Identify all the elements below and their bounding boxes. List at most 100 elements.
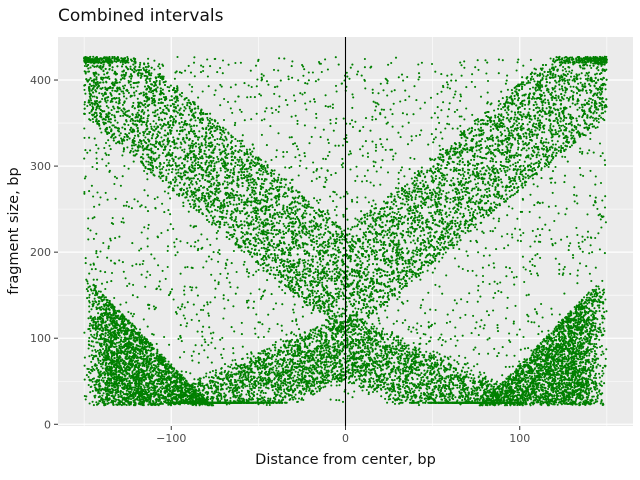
data-point [516,139,519,142]
data-point [142,134,145,137]
data-point [425,192,429,195]
data-point [127,79,130,82]
data-point [356,283,359,286]
data-point [410,256,413,259]
data-point [372,213,375,216]
data-point [473,178,476,181]
data-point [181,126,184,129]
data-point [300,295,304,298]
data-point [331,221,334,224]
data-point [319,279,322,282]
data-point [321,236,324,239]
data-point [387,236,390,240]
data-point [240,201,243,204]
data-point [151,111,155,114]
data-point [219,136,223,139]
data-point [494,203,498,206]
data-point [373,212,376,215]
data-point [420,261,423,264]
data-point [510,110,513,113]
data-point [232,167,235,170]
data-point [146,133,149,136]
data-point [509,146,512,149]
data-point [351,274,354,277]
data-point [230,210,233,213]
data-point [424,221,427,224]
data-point [292,217,295,220]
data-point [513,116,516,119]
data-point [283,225,286,228]
data-point [281,208,284,211]
data-point [590,66,593,70]
data-point [295,270,298,274]
data-point [443,235,447,238]
data-point [337,287,340,290]
data-point [173,181,176,184]
data-point [447,191,450,194]
data-point [142,116,145,120]
data-point [449,201,452,204]
data-point [326,279,329,282]
data-point [240,227,243,230]
data-point [361,283,364,286]
data-point [227,223,230,226]
data-point [459,226,462,230]
data-point [132,86,135,89]
data-point [343,229,346,232]
data-point [438,202,441,205]
data-point [228,182,231,185]
data-point [391,211,394,214]
data-point [139,61,142,64]
data-point [150,72,153,75]
data-point [218,187,221,190]
data-point [579,124,582,127]
data-point [459,173,462,176]
data-point [154,137,157,140]
data-point [409,226,412,229]
data-point [213,124,216,127]
data-point [168,139,171,142]
data-point [604,88,607,91]
data-point [579,81,582,84]
data-point [430,215,433,218]
data-point [130,77,133,80]
data-point [176,99,180,102]
data-point [571,69,574,72]
data-point [585,91,588,95]
data-point [482,216,486,219]
data-point [216,137,219,141]
data-point [496,147,499,150]
data-point [252,164,255,167]
data-point [499,119,503,122]
data-point [399,253,402,256]
data-point [400,287,403,290]
data-point [92,55,95,58]
data-point [358,276,361,279]
data-point [151,102,154,105]
data-point [600,112,603,115]
data-point [591,123,594,126]
data-point [118,81,121,84]
data-point [246,176,249,179]
data-point [258,215,261,219]
data-point [427,232,430,235]
data-point [565,70,568,73]
data-point [254,157,257,160]
data-point [360,311,363,314]
data-point [497,140,500,143]
data-point [512,136,515,139]
data-point [567,113,570,116]
data-point [369,223,372,226]
data-point [480,138,484,141]
data-point [259,264,262,267]
data-point [414,196,417,199]
data-point [97,73,100,76]
data-point [410,177,413,180]
data-point [543,94,546,97]
data-point [414,198,417,201]
data-point [560,124,563,127]
data-point [114,89,117,92]
data-point [219,159,222,162]
data-point [433,236,436,239]
data-point [165,175,168,178]
